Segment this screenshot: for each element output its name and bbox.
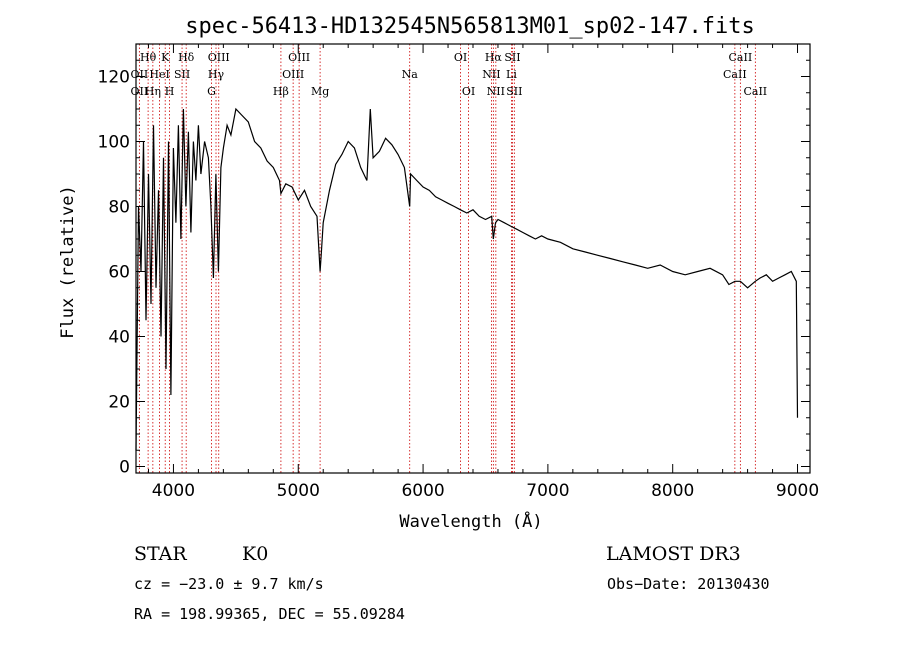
y-tick-label: 0 bbox=[119, 458, 130, 478]
line-label: Hθ bbox=[140, 51, 157, 64]
line-label: Na bbox=[402, 68, 419, 81]
line-label: G bbox=[207, 85, 216, 98]
line-label: Hα bbox=[485, 51, 503, 64]
x-axis-label: Wavelength (Å) bbox=[399, 510, 542, 532]
y-tick-label: 100 bbox=[98, 133, 130, 153]
x-tick-label: 9000 bbox=[776, 481, 819, 501]
x-tick-label: 8000 bbox=[651, 481, 694, 501]
line-label: H bbox=[165, 85, 175, 98]
line-label: NII bbox=[487, 85, 505, 98]
line-label: OIII bbox=[288, 51, 310, 64]
line-label: SII bbox=[506, 85, 522, 98]
y-axis-label: Flux (relative) bbox=[58, 185, 78, 339]
observation-date: Obs−Date: 20130430 bbox=[607, 575, 770, 593]
line-label: NII bbox=[482, 68, 500, 81]
line-label: Hβ bbox=[273, 85, 289, 98]
line-label: OIII bbox=[282, 68, 304, 81]
survey-name: LAMOST DR3 bbox=[606, 543, 741, 565]
x-tick-label: 7000 bbox=[526, 481, 569, 501]
object-subclass: K0 bbox=[242, 543, 268, 565]
line-label: Hγ bbox=[208, 68, 225, 81]
line-label: Hη bbox=[145, 85, 161, 98]
chart-title: spec-56413-HD132545N565813M01_sp02-147.f… bbox=[185, 14, 755, 39]
y-tick-label: 80 bbox=[108, 198, 130, 218]
line-label: Li bbox=[506, 68, 517, 81]
y-tick-label: 120 bbox=[98, 68, 130, 88]
line-label: OI bbox=[462, 85, 475, 98]
x-tick-label: 4000 bbox=[152, 481, 195, 501]
plot-frame bbox=[135, 43, 811, 474]
line-label: OII bbox=[131, 68, 149, 81]
line-label: CaII bbox=[729, 51, 753, 64]
line-label: CaII bbox=[743, 85, 767, 98]
emission-line-markers bbox=[138, 44, 756, 473]
line-label: OI bbox=[454, 51, 467, 64]
line-label: CaII bbox=[723, 68, 747, 81]
line-label: HeI bbox=[149, 68, 169, 81]
redshift-cz: cz = −23.0 ± 9.7 km/s bbox=[134, 575, 324, 593]
x-tick-label: 5000 bbox=[277, 481, 320, 501]
x-axis: 4000 5000 6000 7000 8000 9000 bbox=[147, 44, 819, 501]
line-label: OII bbox=[131, 85, 149, 98]
spectrum-line bbox=[135, 107, 799, 451]
line-label: Hδ bbox=[178, 51, 195, 64]
line-label: K bbox=[161, 51, 170, 64]
line-label: SII bbox=[174, 68, 190, 81]
y-axis: 0 20 40 60 80 100 120 bbox=[98, 59, 810, 478]
y-tick-label: 40 bbox=[108, 328, 130, 348]
x-tick-label: 6000 bbox=[401, 481, 444, 501]
y-tick-label: 20 bbox=[108, 393, 130, 413]
ra-dec-coordinates: RA = 198.99365, DEC = 55.09284 bbox=[134, 605, 405, 623]
line-label: Mg bbox=[311, 85, 329, 98]
line-label: OIII bbox=[208, 51, 230, 64]
object-class: STAR bbox=[134, 543, 187, 565]
y-tick-label: 60 bbox=[108, 263, 130, 283]
line-label: SII bbox=[504, 51, 520, 64]
